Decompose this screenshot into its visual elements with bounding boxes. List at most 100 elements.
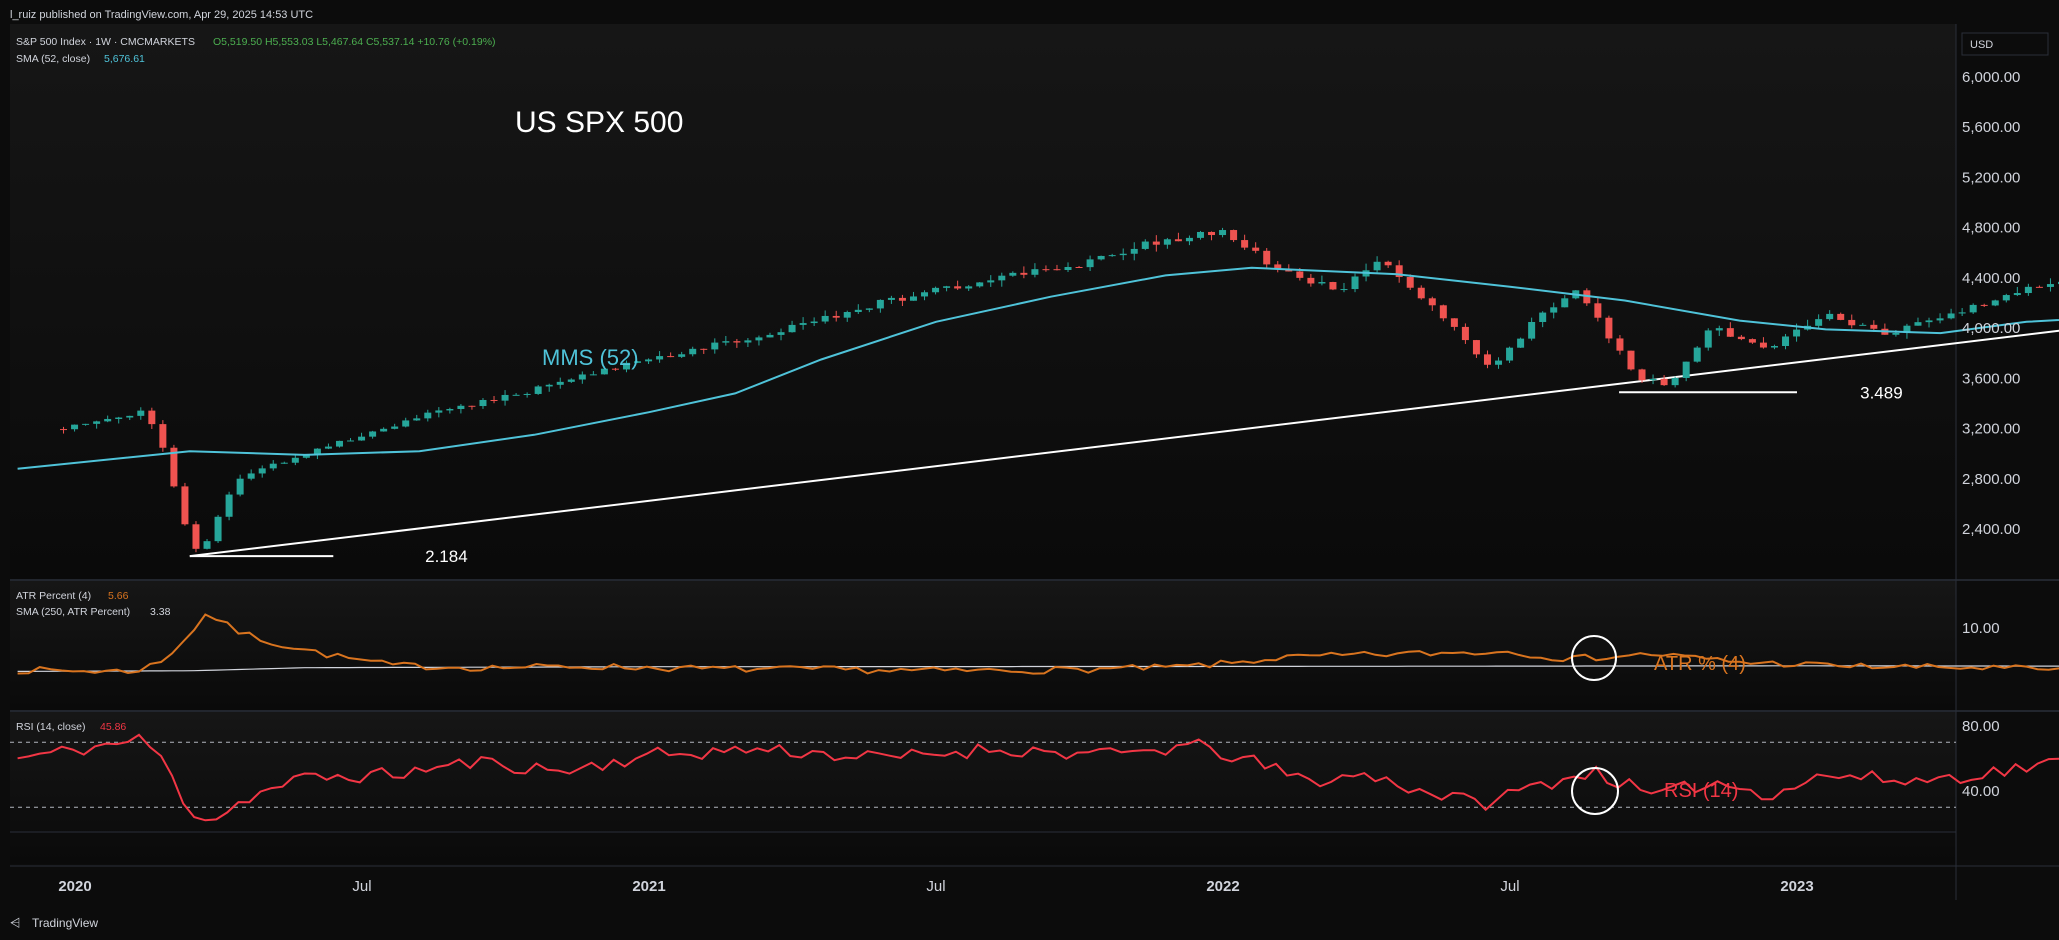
sma-annotation: MMS (52) [542, 345, 639, 370]
candle-body-163 [1859, 324, 1867, 326]
atr-sma-legend-label: SMA (250, ATR Percent) [16, 606, 130, 618]
atr-y-tick-0: 10.00 [1962, 620, 2000, 637]
candle-body-38 [479, 399, 487, 407]
x-axis-label-5: Jul [1500, 878, 1519, 895]
candle-body-50 [611, 368, 619, 370]
candle-body-67 [799, 323, 807, 325]
candle-body-177 [2013, 293, 2021, 296]
atr-annotation: ATR % (4) [1654, 653, 1746, 675]
candle-body-151 [1726, 328, 1734, 337]
candle-body-51 [622, 362, 630, 370]
candle-body-103 [1196, 231, 1204, 238]
candle-body-53 [645, 359, 653, 362]
candle-body-170 [1936, 318, 1944, 321]
candle-body-93 [1086, 259, 1094, 268]
candle-body-107 [1241, 240, 1249, 248]
candle-body-10 [170, 447, 178, 487]
candle-body-37 [468, 405, 476, 407]
level-label-4: 3.489 [1860, 383, 1903, 402]
candle-body-110 [1274, 264, 1282, 270]
candle-body-35 [446, 409, 454, 411]
candle-body-105 [1219, 230, 1227, 236]
candle-body-66 [788, 324, 796, 333]
candle-body-8 [148, 410, 156, 425]
candle-body-164 [1870, 324, 1878, 329]
candle-body-78 [921, 292, 929, 297]
candle-body-155 [1770, 345, 1778, 348]
price-y-tick-3: 4,800.00 [1962, 220, 2020, 237]
price-legend-ohlc: O5,519.50 H5,553.03 L5,467.64 C5,537.14 … [213, 36, 496, 48]
candle-body-6 [126, 415, 134, 418]
candle-body-132 [1517, 338, 1525, 348]
candle-body-47 [578, 374, 586, 380]
price-y-tick-0: 6,000.00 [1962, 69, 2020, 86]
candle-body-139 [1594, 303, 1602, 318]
candle-body-25 [335, 440, 343, 447]
candle-body-81 [954, 286, 962, 289]
candle-body-23 [313, 448, 321, 455]
candle-body-129 [1483, 354, 1491, 365]
candle-body-160 [1826, 313, 1834, 320]
candle-body-24 [324, 446, 332, 449]
candle-body-122 [1406, 277, 1414, 288]
candle-body-33 [424, 412, 432, 419]
candle-body-134 [1539, 312, 1547, 322]
currency-badge[interactable] [1961, 32, 2049, 56]
atr-legend-label: ATR Percent (4) [16, 590, 91, 602]
x-axis-label-3: Jul [926, 878, 945, 895]
candle-body-121 [1395, 265, 1403, 278]
candle-body-100 [1163, 239, 1171, 245]
candle-body-126 [1450, 318, 1458, 327]
candle-body-173 [1969, 304, 1977, 313]
candle-body-63 [755, 337, 763, 341]
price-y-tick-6: 3,600.00 [1962, 370, 2020, 387]
candle-body-71 [843, 312, 851, 318]
candle-body-146 [1671, 377, 1679, 386]
sma-legend-label: SMA (52, close) [16, 53, 90, 65]
candle-body-123 [1417, 287, 1425, 299]
rsi-legend-label: RSI (14, close) [16, 721, 85, 733]
x-axis-label-2: 2021 [632, 878, 665, 895]
rsi-highlight-circle [1571, 767, 1619, 815]
candle-body-90 [1053, 269, 1061, 271]
candle-body-69 [821, 315, 829, 322]
candle-body-17 [247, 473, 255, 479]
atr-line [17, 613, 2059, 675]
candle-body-40 [501, 394, 509, 401]
candle-body-152 [1737, 336, 1745, 340]
candle-body-52 [634, 361, 642, 363]
candle-body-12 [192, 524, 200, 549]
candle-body-131 [1506, 347, 1514, 361]
candle-body-77 [909, 296, 917, 301]
candle-body-87 [1020, 272, 1028, 275]
candle-body-15 [225, 494, 233, 517]
candle-body-70 [832, 315, 840, 318]
candle-body-27 [358, 436, 366, 441]
candle-body-156 [1782, 336, 1790, 346]
candle-body-64 [766, 334, 774, 338]
candle-body-74 [876, 299, 884, 309]
candle-body-31 [402, 420, 410, 427]
candle-body-178 [2024, 286, 2032, 294]
candle-body-162 [1848, 319, 1856, 326]
candle-body-128 [1472, 340, 1480, 355]
candle-body-48 [589, 374, 597, 376]
candle-body-43 [534, 386, 542, 394]
candle-body-3 [93, 421, 101, 424]
price-y-tick-2: 5,200.00 [1962, 169, 2020, 186]
candle-body-0 [60, 429, 68, 431]
price-legend-symbol: S&P 500 Index · 1W · CMCMARKETS [16, 36, 195, 48]
price-y-tick-8: 2,800.00 [1962, 471, 2020, 488]
candle-body-171 [1947, 313, 1955, 319]
candle-body-80 [943, 286, 951, 288]
rsi-y-tick-1: 40.00 [1962, 783, 2000, 800]
support-trendline [189, 329, 2059, 558]
candle-body-167 [1903, 325, 1911, 333]
candle-body-109 [1263, 250, 1271, 265]
candle-body-18 [258, 468, 266, 474]
candle-body-55 [667, 356, 675, 358]
candle-body-115 [1329, 282, 1337, 290]
candle-body-75 [887, 297, 895, 300]
candle-body-159 [1815, 319, 1823, 326]
